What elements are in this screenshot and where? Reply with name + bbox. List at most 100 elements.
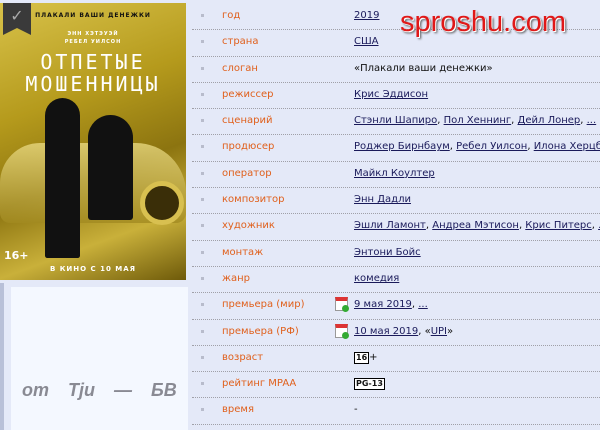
info-row: композитор Энн Дадли <box>192 188 600 215</box>
calendar-icon[interactable] <box>335 323 349 339</box>
info-row: время - <box>192 398 600 425</box>
poster-wheel <box>140 181 184 225</box>
row-value: PG-13 <box>354 378 385 391</box>
bullet-icon <box>201 329 204 333</box>
row-label: премьера (мир) <box>222 299 305 311</box>
left-border <box>0 283 4 430</box>
poster-actor: ЭНН ХЭТЭУЭЙ <box>67 31 119 37</box>
info-row: сценарий Стэнли Шапиро, Пол Хеннинг, Дейл… <box>192 109 600 136</box>
poster-title-line2: МОШЕННИЦЫ <box>25 72 161 96</box>
info-row: слоган «Плакали ваши денежки» <box>192 57 600 83</box>
value-link[interactable]: Крис Эддисон <box>354 88 429 100</box>
bullet-icon <box>201 119 204 123</box>
info-row: жанр комедия <box>192 267 600 294</box>
value-link[interactable]: UPI <box>430 325 448 337</box>
row-value: Роджер Бирнбаум, Ребел Уилсон, Илона Хер… <box>354 141 600 152</box>
value-link[interactable]: Пол Хеннинг <box>443 115 512 127</box>
row-label: композитор <box>222 194 285 206</box>
value-link[interactable]: Роджер Бирнбаум <box>354 141 450 153</box>
row-label: оператор <box>222 167 272 179</box>
info-row: возраст 16 + <box>192 346 600 373</box>
bullet-icon <box>201 250 204 254</box>
row-label: слоган <box>222 62 258 74</box>
movie-poster[interactable]: ПЛАКАЛИ ВАШИ ДЕНЕЖКИ ЭНН ХЭТЭУЭЙ РЕБЕЛ У… <box>0 3 186 280</box>
info-row: режиссер Крис Эддисон <box>192 83 600 110</box>
value-link[interactable]: Ребел Уилсон <box>456 141 528 153</box>
row-value: комедия <box>354 273 399 284</box>
rating-badge: PG-13 <box>354 378 385 391</box>
row-value: Энтони Бойс <box>354 247 421 258</box>
bullet-icon <box>201 14 204 17</box>
rating-badge: 16 <box>354 351 370 364</box>
value-link[interactable]: Майкл Коултер <box>354 167 435 179</box>
poster-figure <box>88 115 133 220</box>
row-value: США <box>354 36 379 47</box>
age-suffix: + <box>369 351 378 363</box>
value-link[interactable]: 9 мая 2019 <box>354 299 412 311</box>
bullet-icon <box>201 198 204 202</box>
value-link[interactable]: Энтони Бойс <box>354 246 421 258</box>
row-label: рейтинг MPAA <box>222 378 297 390</box>
info-row: монтаж Энтони Бойс <box>192 241 600 267</box>
row-label: возраст <box>222 351 264 363</box>
row-label: год <box>222 10 241 21</box>
value-link[interactable]: комедия <box>354 272 400 284</box>
value-link[interactable]: 2019 <box>354 10 380 21</box>
bullet-icon <box>201 382 204 386</box>
value-link[interactable]: 10 мая 2019 <box>354 325 419 337</box>
info-row: рейтинг MPAA PG-13 <box>192 372 600 399</box>
row-value: Стэнли Шапиро, Пол Хеннинг, Дейл Лонер, … <box>354 115 597 127</box>
row-value: «Плакали ваши денежки» <box>354 62 493 74</box>
row-label: сценарий <box>222 115 273 127</box>
signature: от Tju — БВ <box>22 380 177 400</box>
poster-tagline: ПЛАКАЛИ ВАШИ ДЕНЕЖКИ <box>35 12 151 19</box>
value-link[interactable]: Эшли Ламонт <box>354 220 426 232</box>
row-label: режиссер <box>222 88 274 100</box>
value-link[interactable]: Энн Дадли <box>354 194 411 206</box>
info-row: продюсер Роджер Бирнбаум, Ребел Уилсон, И… <box>192 135 600 162</box>
calendar-icon[interactable] <box>335 297 349 313</box>
value-link[interactable]: США <box>354 36 379 48</box>
poster-release: В КИНО С 10 МАЯ <box>49 265 137 273</box>
info-row: оператор Майкл Коултер <box>192 162 600 189</box>
row-value: 10 мая 2019, «UPI» <box>354 325 454 337</box>
info-row: страна США <box>192 30 600 57</box>
row-value: 9 мая 2019, ... <box>354 299 428 311</box>
row-label: монтаж <box>222 246 264 258</box>
bullet-icon <box>201 92 204 96</box>
poster-actor: РЕБЕЛ УИЛСОН <box>64 39 122 45</box>
bullet-icon <box>201 303 204 307</box>
poster-title-line1: ОТПЕТЫЕ <box>40 50 146 74</box>
info-row: премьера (мир) 9 мая 2019, ... <box>192 293 600 320</box>
row-label: художник <box>222 220 275 232</box>
value-link[interactable]: Андреа Мэтисон <box>432 220 519 232</box>
bullet-icon <box>201 40 204 44</box>
info-row: премьера (РФ) 10 мая 2019, «UPI» <box>192 320 600 346</box>
bullet-icon <box>201 408 204 412</box>
poster-age: 16+ <box>4 249 29 262</box>
row-value: Майкл Коултер <box>354 168 435 179</box>
row-value: Крис Эддисон <box>354 89 428 100</box>
value-link[interactable]: ... <box>586 115 597 127</box>
row-label: продюсер <box>222 141 275 153</box>
poster-info-box <box>11 287 188 430</box>
value-link[interactable]: Крис Питерс <box>525 220 592 232</box>
bullet-icon <box>201 171 204 175</box>
info-row: художник Эшли Ламонт, Андреа Мэтисон, Кри… <box>192 214 600 241</box>
value-link[interactable]: Стэнли Шапиро <box>354 115 438 127</box>
poster-figure <box>45 98 80 258</box>
row-value: Эшли Ламонт, Андреа Мэтисон, Крис Питерс… <box>354 220 600 231</box>
value-link[interactable]: Илона Херцберг <box>533 141 600 153</box>
row-value: 16 + <box>354 351 378 364</box>
value-link[interactable]: ... <box>418 299 428 311</box>
movie-info-table: год 2019 страна США слоган «Плакали ваши дене… <box>192 4 600 425</box>
row-label: премьера (РФ) <box>222 325 299 337</box>
bullet-icon <box>201 355 204 359</box>
row-label: страна <box>222 36 259 48</box>
value-link[interactable]: ... <box>598 220 600 231</box>
row-label: время <box>222 404 254 416</box>
row-value: 2019 <box>354 10 379 21</box>
bullet-icon <box>201 224 204 228</box>
value-link[interactable]: Дейл Лонер <box>517 115 581 127</box>
row-value: Энн Дадли <box>354 194 411 205</box>
